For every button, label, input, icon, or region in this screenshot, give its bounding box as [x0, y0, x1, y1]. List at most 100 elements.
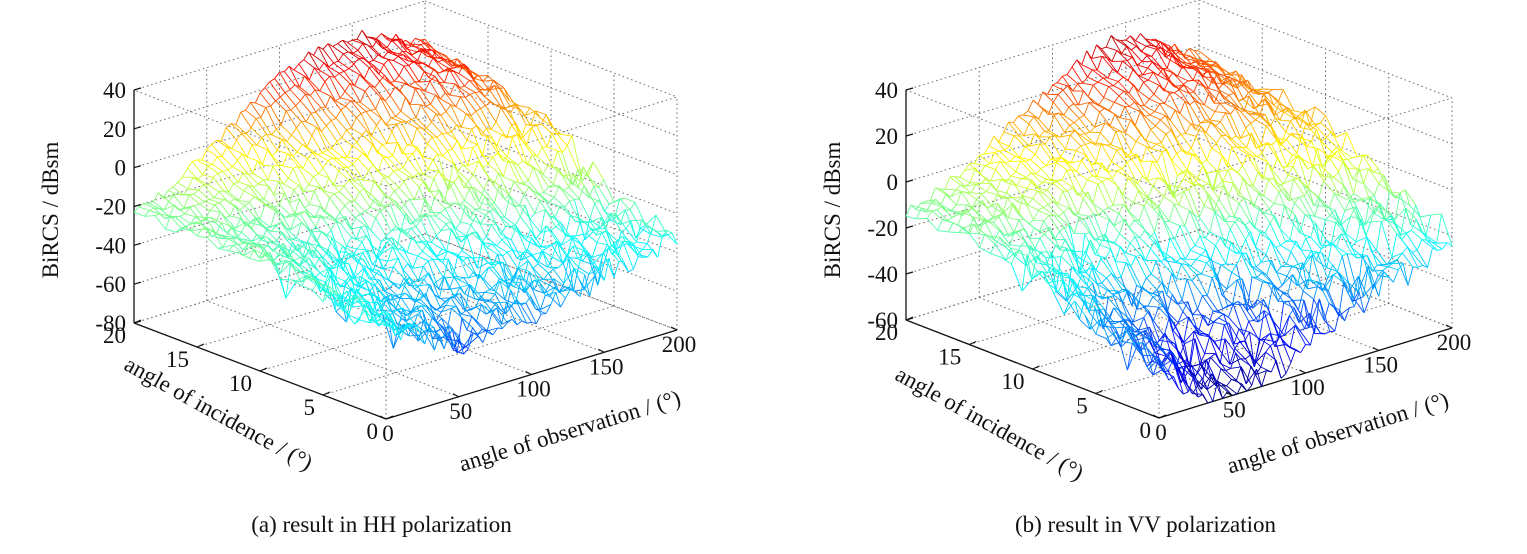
- mesh-segment: [549, 201, 561, 207]
- mesh-segment: [1297, 154, 1309, 189]
- mesh-segment: [1144, 116, 1156, 127]
- mesh-segment: [464, 189, 470, 201]
- mesh-segment: [535, 110, 547, 115]
- mesh-segment: [405, 212, 411, 225]
- mesh-segment: [1102, 77, 1114, 87]
- mesh-segment: [343, 185, 355, 202]
- mesh-segment: [308, 176, 314, 186]
- mesh-segment: [1171, 153, 1178, 161]
- mesh-segment: [1081, 50, 1088, 65]
- mesh-segment: [217, 247, 229, 252]
- mesh-segment: [1210, 119, 1221, 123]
- mesh-segment: [1096, 69, 1109, 79]
- mesh-segment: [347, 163, 354, 169]
- mesh-segment: [1195, 122, 1201, 130]
- z-tick-label: -20: [95, 195, 126, 220]
- mesh-segment: [1195, 136, 1208, 161]
- z-tick-label: -60: [95, 272, 126, 297]
- mesh-segment: [539, 198, 545, 202]
- mesh-segment: [1058, 280, 1064, 292]
- mesh-segment: [489, 89, 501, 106]
- mesh-segment: [364, 78, 376, 88]
- mesh-segment: [1268, 203, 1275, 210]
- mesh-segment: [495, 223, 507, 238]
- mesh-segment: [406, 251, 418, 257]
- mesh-segment: [1273, 104, 1285, 113]
- mesh-segment: [1073, 103, 1079, 106]
- mesh-segment: [1113, 85, 1125, 92]
- mesh-segment: [625, 220, 632, 230]
- mesh-segment: [229, 215, 241, 220]
- mesh-segment: [484, 291, 496, 295]
- mesh-segment: [1052, 269, 1059, 282]
- mesh-segment: [356, 235, 367, 240]
- mesh-segment: [455, 221, 461, 229]
- mesh-segment: [342, 295, 355, 312]
- mesh-segment: [338, 72, 351, 84]
- mesh-segment: [578, 266, 590, 275]
- mesh-segment: [591, 242, 598, 258]
- mesh-segment: [275, 222, 282, 226]
- mesh-segment: [1264, 212, 1276, 217]
- mesh-segment: [1278, 187, 1285, 193]
- mesh-segment: [517, 164, 529, 181]
- mesh-segment: [540, 117, 552, 127]
- mesh-segment: [206, 149, 218, 158]
- mesh-segment: [425, 103, 431, 107]
- mesh-segment: [473, 187, 485, 197]
- mesh-segment: [484, 195, 496, 209]
- mesh-segment: [1063, 107, 1070, 116]
- mesh-segment: [363, 267, 376, 286]
- mesh-segment: [641, 243, 648, 250]
- mesh-segment: [1088, 216, 1100, 240]
- mesh-segment: [393, 282, 400, 290]
- mesh-segment: [372, 255, 379, 272]
- mesh-segment: [469, 284, 476, 300]
- mesh-segment: [302, 168, 314, 177]
- mesh-segment: [442, 251, 448, 263]
- mesh-segment: [373, 310, 385, 321]
- mesh-segment: [262, 149, 268, 166]
- grid-line: [1095, 303, 1389, 394]
- mesh-segment: [1199, 235, 1206, 239]
- mesh-segment: [1112, 170, 1118, 179]
- mesh-segment: [337, 253, 349, 262]
- mesh-segment: [1216, 135, 1222, 144]
- mesh-segment: [315, 107, 322, 113]
- mesh-segment: [1214, 111, 1226, 114]
- mesh-segment: [330, 95, 342, 111]
- mesh-segment: [402, 158, 409, 168]
- mesh-segment: [520, 127, 532, 140]
- mesh-segment: [963, 227, 969, 234]
- mesh-segment: [510, 224, 516, 227]
- mesh-segment: [385, 236, 397, 249]
- mesh-segment: [994, 150, 1000, 153]
- mesh-segment: [1252, 155, 1258, 158]
- mesh-segment: [250, 222, 262, 227]
- mesh-segment: [1138, 90, 1150, 100]
- mesh-segment: [478, 189, 485, 203]
- mesh-segment: [357, 262, 369, 269]
- mesh-segment: [959, 176, 971, 183]
- mesh-segment: [225, 127, 237, 141]
- mesh-segment: [1068, 103, 1074, 108]
- mesh-segment: [284, 71, 296, 86]
- mesh-segment: [1152, 160, 1158, 164]
- mesh-segment: [467, 332, 474, 349]
- mesh-segment: [307, 152, 313, 160]
- mesh-segment: [1219, 209, 1231, 229]
- z-tick-label: 0: [115, 156, 127, 181]
- x-tick-label: 50: [449, 399, 472, 424]
- mesh-segment: [172, 186, 184, 196]
- mesh-segment: [1224, 215, 1230, 222]
- mesh-segment: [1263, 92, 1269, 95]
- mesh-segment: [203, 184, 215, 199]
- mesh-segment: [999, 149, 1005, 152]
- mesh-segment: [307, 241, 313, 258]
- mesh-segment: [566, 233, 577, 240]
- mesh-segment: [350, 100, 362, 114]
- mesh-segment: [502, 255, 514, 278]
- mesh-segment: [1034, 143, 1041, 155]
- mesh-segment: [351, 145, 363, 154]
- mesh-segment: [413, 322, 425, 332]
